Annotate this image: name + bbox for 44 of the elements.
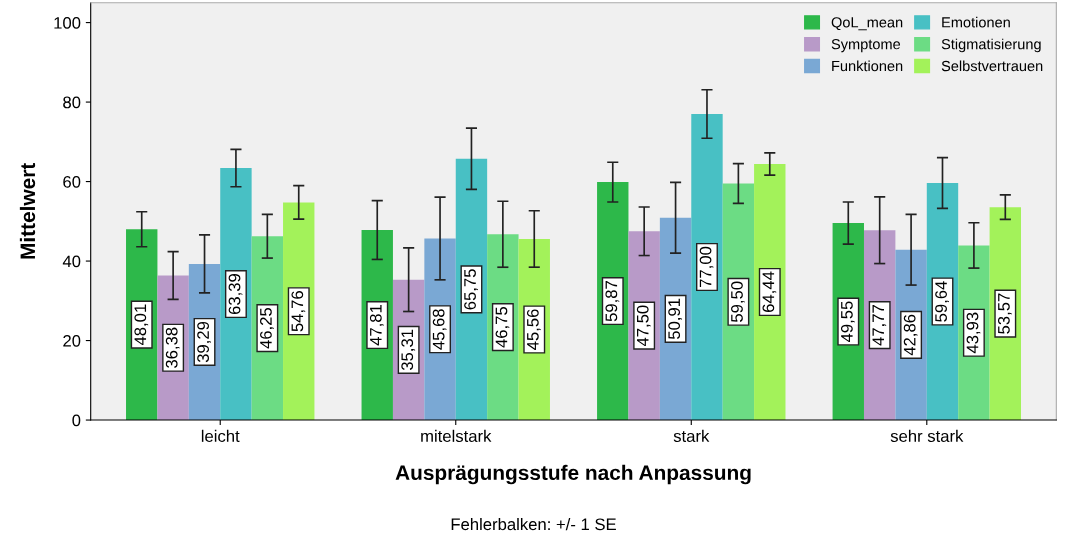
data-label: 47,50 (636, 305, 651, 347)
data-label: 46,25 (260, 307, 274, 349)
legend-label: Emotionen (942, 16, 1010, 28)
data-label: 59,50 (731, 281, 745, 322)
data-label: 45,56 (526, 309, 541, 350)
y-tick-label: 80 (63, 96, 81, 109)
text: Fehlerbalken: +/- 1 SE (451, 517, 616, 531)
legend-label: Selbstvertrauen (941, 60, 1043, 72)
bar (691, 114, 723, 421)
data-label: 43,93 (966, 312, 981, 354)
data-label: 42,86 (903, 314, 918, 356)
data-label: 47,77 (872, 305, 887, 346)
data-label: 64,44 (762, 271, 777, 312)
y-tick-label: 20 (63, 334, 81, 347)
data-label: 46,75 (495, 306, 510, 348)
y-tick-label: 100 (54, 16, 81, 29)
x-tick-label: stark (673, 429, 710, 443)
data-label: 65,75 (464, 269, 478, 310)
legend-label: QoL_mean (831, 17, 903, 31)
data-label: 48,01 (134, 304, 149, 346)
y-tick-label: 40 (62, 255, 81, 268)
data-label: 63,39 (228, 274, 243, 315)
data-label: 39,29 (197, 321, 211, 363)
data-label: 59,87 (605, 281, 620, 322)
y-tick-label: 0 (72, 414, 81, 427)
y-axis-title: Mittelwert (19, 163, 36, 259)
data-label: 54,76 (291, 291, 306, 332)
x-tick-label: leicht (201, 429, 240, 443)
data-label: 45,68 (432, 309, 447, 350)
x-axis-title: Ausprägungsstufe nach Anpassung (395, 464, 751, 485)
legend-label: Symptome (831, 39, 901, 53)
x-tick-label: mitelstark (421, 429, 492, 443)
y-tick-label: 60 (63, 175, 81, 188)
data-label: 77,00 (699, 246, 714, 288)
data-label: 53,57 (997, 293, 1012, 334)
data-label: 50,91 (668, 298, 683, 340)
data-label: 35,31 (401, 329, 416, 371)
data-label: 36,38 (165, 327, 180, 368)
legend-label: Funktionen (832, 60, 903, 72)
data-label: 47,81 (369, 304, 384, 346)
data-label: 49,55 (840, 301, 855, 343)
data-label: 59,64 (935, 281, 949, 322)
legend-label: Stigmatisierung (941, 38, 1041, 53)
x-tick-label: sehr stark (890, 429, 964, 443)
